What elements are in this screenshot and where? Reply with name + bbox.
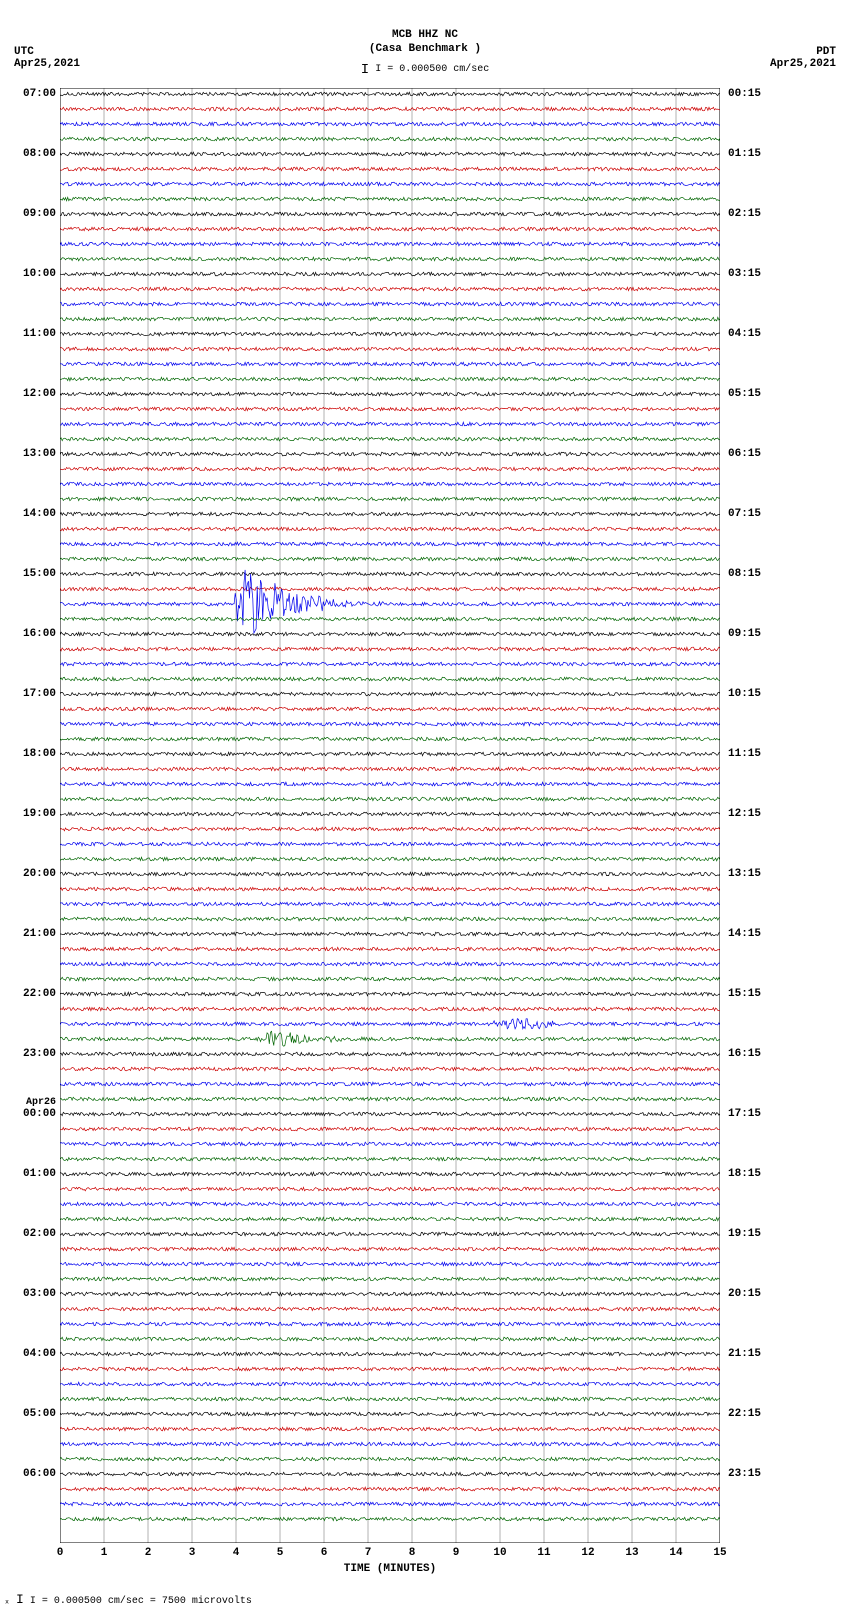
- utc-hour-label: 18:00: [23, 748, 56, 760]
- utc-hour-label: 14:00: [23, 508, 56, 520]
- xtick-label: 4: [233, 1547, 240, 1559]
- utc-hour-label: 08:00: [23, 148, 56, 160]
- footer-scale: ₓ I I = 0.000500 cm/sec = 7500 microvolt…: [4, 1592, 252, 1607]
- pdt-hour-label: 08:15: [728, 568, 761, 580]
- header-right: PDT Apr25,2021: [770, 46, 836, 70]
- utc-hour-label: 19:00: [23, 808, 56, 820]
- scale-indicator: I I = 0.000500 cm/sec: [0, 57, 850, 79]
- seismogram-svg: [60, 88, 720, 1543]
- utc-hour-label: 02:00: [23, 1228, 56, 1240]
- xtick-label: 10: [493, 1547, 506, 1559]
- pdt-hour-label: 17:15: [728, 1108, 761, 1120]
- xtick-label: 11: [537, 1547, 550, 1559]
- xtick-label: 12: [581, 1547, 594, 1559]
- xtick-label: 7: [365, 1547, 372, 1559]
- xtick-label: 14: [669, 1547, 682, 1559]
- pdt-hour-label: 19:15: [728, 1228, 761, 1240]
- utc-hour-label: 21:00: [23, 928, 56, 940]
- pdt-hour-label: 18:15: [728, 1168, 761, 1180]
- pdt-hour-label: 22:15: [728, 1408, 761, 1420]
- right-date: Apr25,2021: [770, 58, 836, 70]
- pdt-hour-label: 14:15: [728, 928, 761, 940]
- station-location: (Casa Benchmark ): [0, 42, 850, 56]
- xtick-label: 2: [145, 1547, 152, 1559]
- utc-hour-label: 12:00: [23, 388, 56, 400]
- utc-hour-label: 07:00: [23, 88, 56, 100]
- seismogram-plot: [60, 88, 720, 1543]
- utc-hour-label: 15:00: [23, 568, 56, 580]
- pdt-hour-label: 11:15: [728, 748, 761, 760]
- right-timezone: PDT: [770, 46, 836, 58]
- pdt-hour-label: 06:15: [728, 448, 761, 460]
- pdt-hour-label: 23:15: [728, 1468, 761, 1480]
- xtick-label: 13: [625, 1547, 638, 1559]
- utc-hour-label: 13:00: [23, 448, 56, 460]
- pdt-hour-label: 07:15: [728, 508, 761, 520]
- utc-hour-label: 04:00: [23, 1348, 56, 1360]
- utc-hour-label: 09:00: [23, 208, 56, 220]
- xtick-label: 3: [189, 1547, 196, 1559]
- pdt-hour-label: 05:15: [728, 388, 761, 400]
- pdt-hour-label: 12:15: [728, 808, 761, 820]
- utc-hour-label: 01:00: [23, 1168, 56, 1180]
- pdt-hour-label: 00:15: [728, 88, 761, 100]
- pdt-hour-label: 04:15: [728, 328, 761, 340]
- pdt-hour-label: 13:15: [728, 868, 761, 880]
- left-time-labels: 07:00 08:00 09:00 10:00 11:00 12:00 13:00 14:00…: [2, 88, 58, 1543]
- header-center: MCB HHZ NC (Casa Benchmark ) I I = 0.000…: [0, 0, 850, 79]
- x-axis-title: TIME (MINUTES): [60, 1563, 720, 1575]
- xtick-label: 5: [277, 1547, 284, 1559]
- utc-hour-label: 22:00: [23, 988, 56, 1000]
- left-timezone: UTC: [14, 46, 80, 58]
- utc-hour-label: 16:00: [23, 628, 56, 640]
- utc-hour-label: 20:00: [23, 868, 56, 880]
- pdt-hour-label: 01:15: [728, 148, 761, 160]
- xtick-label: 8: [409, 1547, 416, 1559]
- pdt-hour-label: 09:15: [728, 628, 761, 640]
- pdt-hour-label: 16:15: [728, 1048, 761, 1060]
- pdt-hour-label: 02:15: [728, 208, 761, 220]
- station-code: MCB HHZ NC: [0, 28, 850, 42]
- seismogram-container: UTC Apr25,2021 MCB HHZ NC (Casa Benchmar…: [0, 0, 850, 1613]
- right-time-labels: 00:15 01:15 02:15 03:15 04:15 05:15 06:15 07:15…: [726, 88, 782, 1543]
- pdt-hour-label: 21:15: [728, 1348, 761, 1360]
- pdt-hour-label: 15:15: [728, 988, 761, 1000]
- pdt-hour-label: 03:15: [728, 268, 761, 280]
- utc-hour-label: 11:00: [23, 328, 56, 340]
- pdt-hour-label: 10:15: [728, 688, 761, 700]
- left-date: Apr25,2021: [14, 58, 80, 70]
- xtick-label: 15: [713, 1547, 726, 1559]
- xtick-label: 9: [453, 1547, 460, 1559]
- utc-hour-label: 10:00: [23, 268, 56, 280]
- pdt-hour-label: 20:15: [728, 1288, 761, 1300]
- x-axis: TIME (MINUTES) 0123456789101112131415: [60, 1545, 720, 1585]
- utc-hour-label: 06:00: [23, 1468, 56, 1480]
- utc-hour-label: 03:00: [23, 1288, 56, 1300]
- header-left: UTC Apr25,2021: [14, 46, 80, 70]
- xtick-label: 6: [321, 1547, 328, 1559]
- xtick-label: 1: [101, 1547, 108, 1559]
- date-marker: Apr26: [26, 1097, 56, 1108]
- xtick-label: 0: [57, 1547, 64, 1559]
- utc-hour-label: 17:00: [23, 688, 56, 700]
- utc-hour-label: 00:00: [23, 1108, 56, 1120]
- utc-hour-label: 05:00: [23, 1408, 56, 1420]
- utc-hour-label: 23:00: [23, 1048, 56, 1060]
